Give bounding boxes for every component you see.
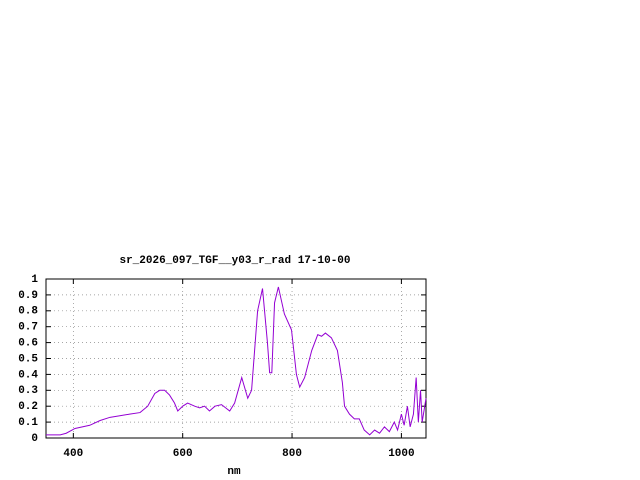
x-tick-label: 600 xyxy=(173,448,193,460)
y-tick-label: 1 xyxy=(31,274,38,286)
y-tick-label: 0 xyxy=(31,433,38,445)
y-tick-label: 0.3 xyxy=(18,385,38,397)
plot-border xyxy=(45,278,427,439)
x-axis-label: nm xyxy=(227,466,241,478)
chart-title: sr_2026_097_TGF__y03_r_rad 17-10-00 xyxy=(119,255,350,267)
data-line xyxy=(46,286,427,436)
y-tick-label: 0.7 xyxy=(18,322,38,334)
x-tick-label: 1000 xyxy=(388,448,414,460)
y-tick-label: 0.1 xyxy=(18,417,38,429)
y-tick-label: 0.9 xyxy=(18,290,38,302)
y-tick-label: 0.6 xyxy=(18,338,38,350)
x-tick-label: 800 xyxy=(282,448,302,460)
y-tick-label: 0.2 xyxy=(18,401,38,413)
y-tick-label: 0.4 xyxy=(18,369,38,381)
x-tick-label: 400 xyxy=(63,448,83,460)
y-tick-label: 0.8 xyxy=(18,306,38,318)
y-tick-label: 0.5 xyxy=(18,353,38,365)
